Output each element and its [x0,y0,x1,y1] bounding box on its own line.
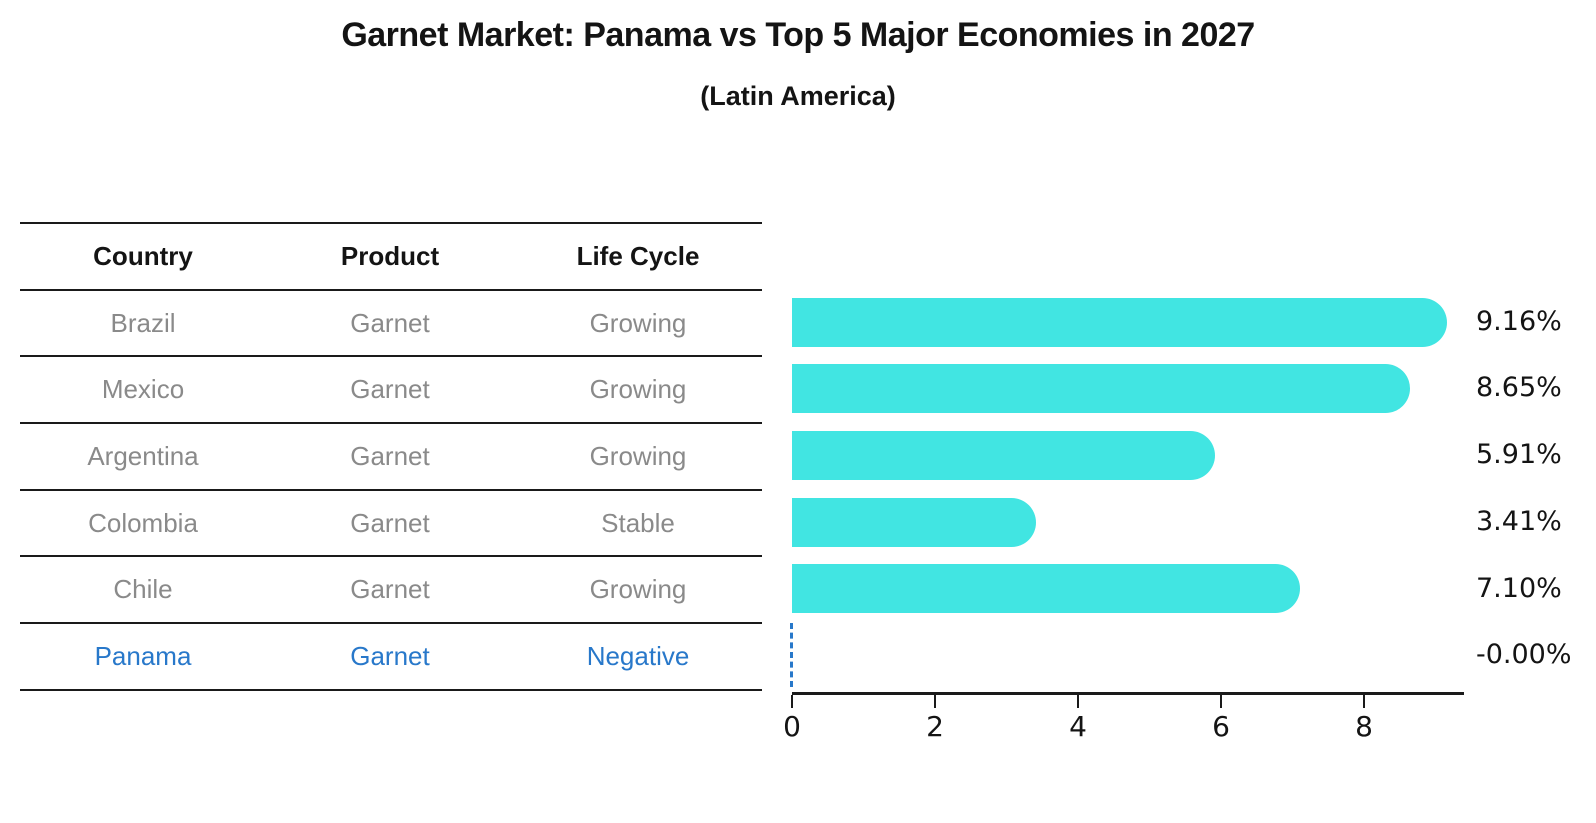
table-row-colombia: Colombia Garnet Stable [20,488,762,556]
country-cell: Argentina [87,440,199,471]
bar-mexico [792,364,1411,414]
chart-subtitle: (Latin America) [700,81,896,111]
bar-slot [792,422,1472,489]
column-header-life-cycle: Life Cycle [576,240,700,271]
value-label-argentina: 5.91% [1476,439,1562,471]
product-cell: Garnet [350,374,430,405]
product-cell: Garnet [350,440,430,471]
value-label-panama: -0.00% [1476,639,1572,671]
country-cell: Colombia [88,507,198,538]
value-label-colombia: 3.41% [1476,505,1562,537]
bar-slot [792,489,1472,556]
table-row-panama: Panama Garnet Negative [20,622,762,691]
table-row-brazil: Brazil Garnet Growing [20,288,762,356]
bar-brazil [792,297,1447,347]
x-axis-tick [1220,695,1222,708]
country-cell: Chile [113,574,173,605]
table-row-mexico: Mexico Garnet Growing [20,355,762,422]
country-cell: Brazil [110,307,176,338]
bar-slot [792,556,1472,623]
life-cycle-cell: Growing [589,307,687,338]
x-axis-line [792,692,1464,695]
table-header-row: Country Product Life Cycle [20,222,762,289]
x-tick-label: 6 [1212,710,1230,743]
table-row-argentina: Argentina Garnet Growing [20,422,762,489]
life-cycle-cell: Growing [589,374,687,405]
country-cell: Mexico [101,374,185,405]
x-tick-label: 0 [783,710,801,743]
life-cycle-cell: Growing [589,574,687,605]
data-table: Country Product Life Cycle Brazil Garnet… [20,222,762,691]
life-cycle-cell: Negative [586,640,690,671]
x-tick-label: 2 [926,710,944,743]
value-label-brazil: 9.16% [1476,305,1562,337]
bar-chile [792,564,1300,614]
panama-zero-dashed-line [790,623,793,688]
x-tick-label: 4 [1069,710,1087,743]
value-label-chile: 7.10% [1476,572,1562,604]
column-header-product: Product [340,240,440,271]
x-axis-tick [1363,695,1365,708]
product-cell: Garnet [350,307,430,338]
country-cell: Panama [94,640,192,671]
chart-title: Garnet Market: Panama vs Top 5 Major Eco… [341,16,1255,54]
life-cycle-cell: Growing [589,440,687,471]
bar-argentina [792,430,1215,480]
column-header-country: Country [93,240,193,271]
table-row-chile: Chile Garnet Growing [20,555,762,622]
bar-slot [792,289,1472,356]
bar-slot [792,355,1472,422]
value-label-mexico: 8.65% [1476,372,1562,404]
x-axis-tick [1077,695,1079,708]
x-tick-label: 8 [1355,710,1373,743]
product-cell: Garnet [350,574,430,605]
product-cell: Garnet [350,640,430,671]
x-axis-tick [934,695,936,708]
bar-colombia [792,497,1036,547]
x-axis-tick [791,695,793,708]
life-cycle-cell: Stable [601,507,675,538]
product-cell: Garnet [350,507,430,538]
